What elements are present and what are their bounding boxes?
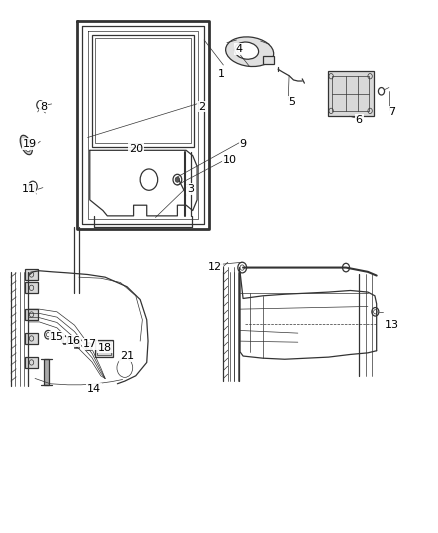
- Bar: [95, 340, 113, 357]
- Ellipse shape: [226, 37, 274, 67]
- Text: 2: 2: [198, 102, 205, 111]
- Text: 11: 11: [21, 184, 35, 194]
- Text: 14: 14: [87, 384, 101, 394]
- Bar: [25, 357, 38, 368]
- Bar: [25, 309, 38, 320]
- Circle shape: [175, 177, 180, 182]
- Ellipse shape: [235, 42, 258, 59]
- Text: 15: 15: [50, 332, 64, 342]
- Bar: [328, 71, 374, 116]
- Text: 18: 18: [98, 343, 112, 352]
- Bar: [86, 343, 91, 350]
- Bar: [74, 340, 79, 348]
- Text: 5: 5: [288, 98, 295, 107]
- Text: 20: 20: [129, 144, 143, 154]
- Bar: [95, 38, 191, 143]
- Bar: [332, 76, 369, 111]
- Text: 4: 4: [235, 44, 242, 54]
- Ellipse shape: [22, 138, 30, 152]
- Bar: [44, 359, 49, 385]
- Bar: [25, 269, 38, 280]
- Text: 17: 17: [83, 340, 97, 349]
- Bar: [263, 56, 274, 64]
- Text: 8: 8: [40, 102, 47, 111]
- Text: 3: 3: [187, 184, 194, 194]
- Bar: [92, 35, 194, 147]
- Text: 9: 9: [240, 139, 247, 149]
- Text: 10: 10: [223, 155, 237, 165]
- Text: 21: 21: [120, 351, 134, 361]
- Text: 19: 19: [23, 139, 37, 149]
- Text: 13: 13: [385, 320, 399, 330]
- Bar: [63, 336, 67, 344]
- Text: 12: 12: [208, 262, 222, 271]
- Text: 7: 7: [389, 107, 396, 117]
- Text: 1: 1: [218, 69, 225, 78]
- Bar: [25, 333, 38, 344]
- Bar: [97, 342, 111, 355]
- Bar: [25, 282, 38, 293]
- Text: 16: 16: [67, 336, 81, 346]
- Ellipse shape: [20, 135, 32, 155]
- Text: 6: 6: [356, 115, 363, 125]
